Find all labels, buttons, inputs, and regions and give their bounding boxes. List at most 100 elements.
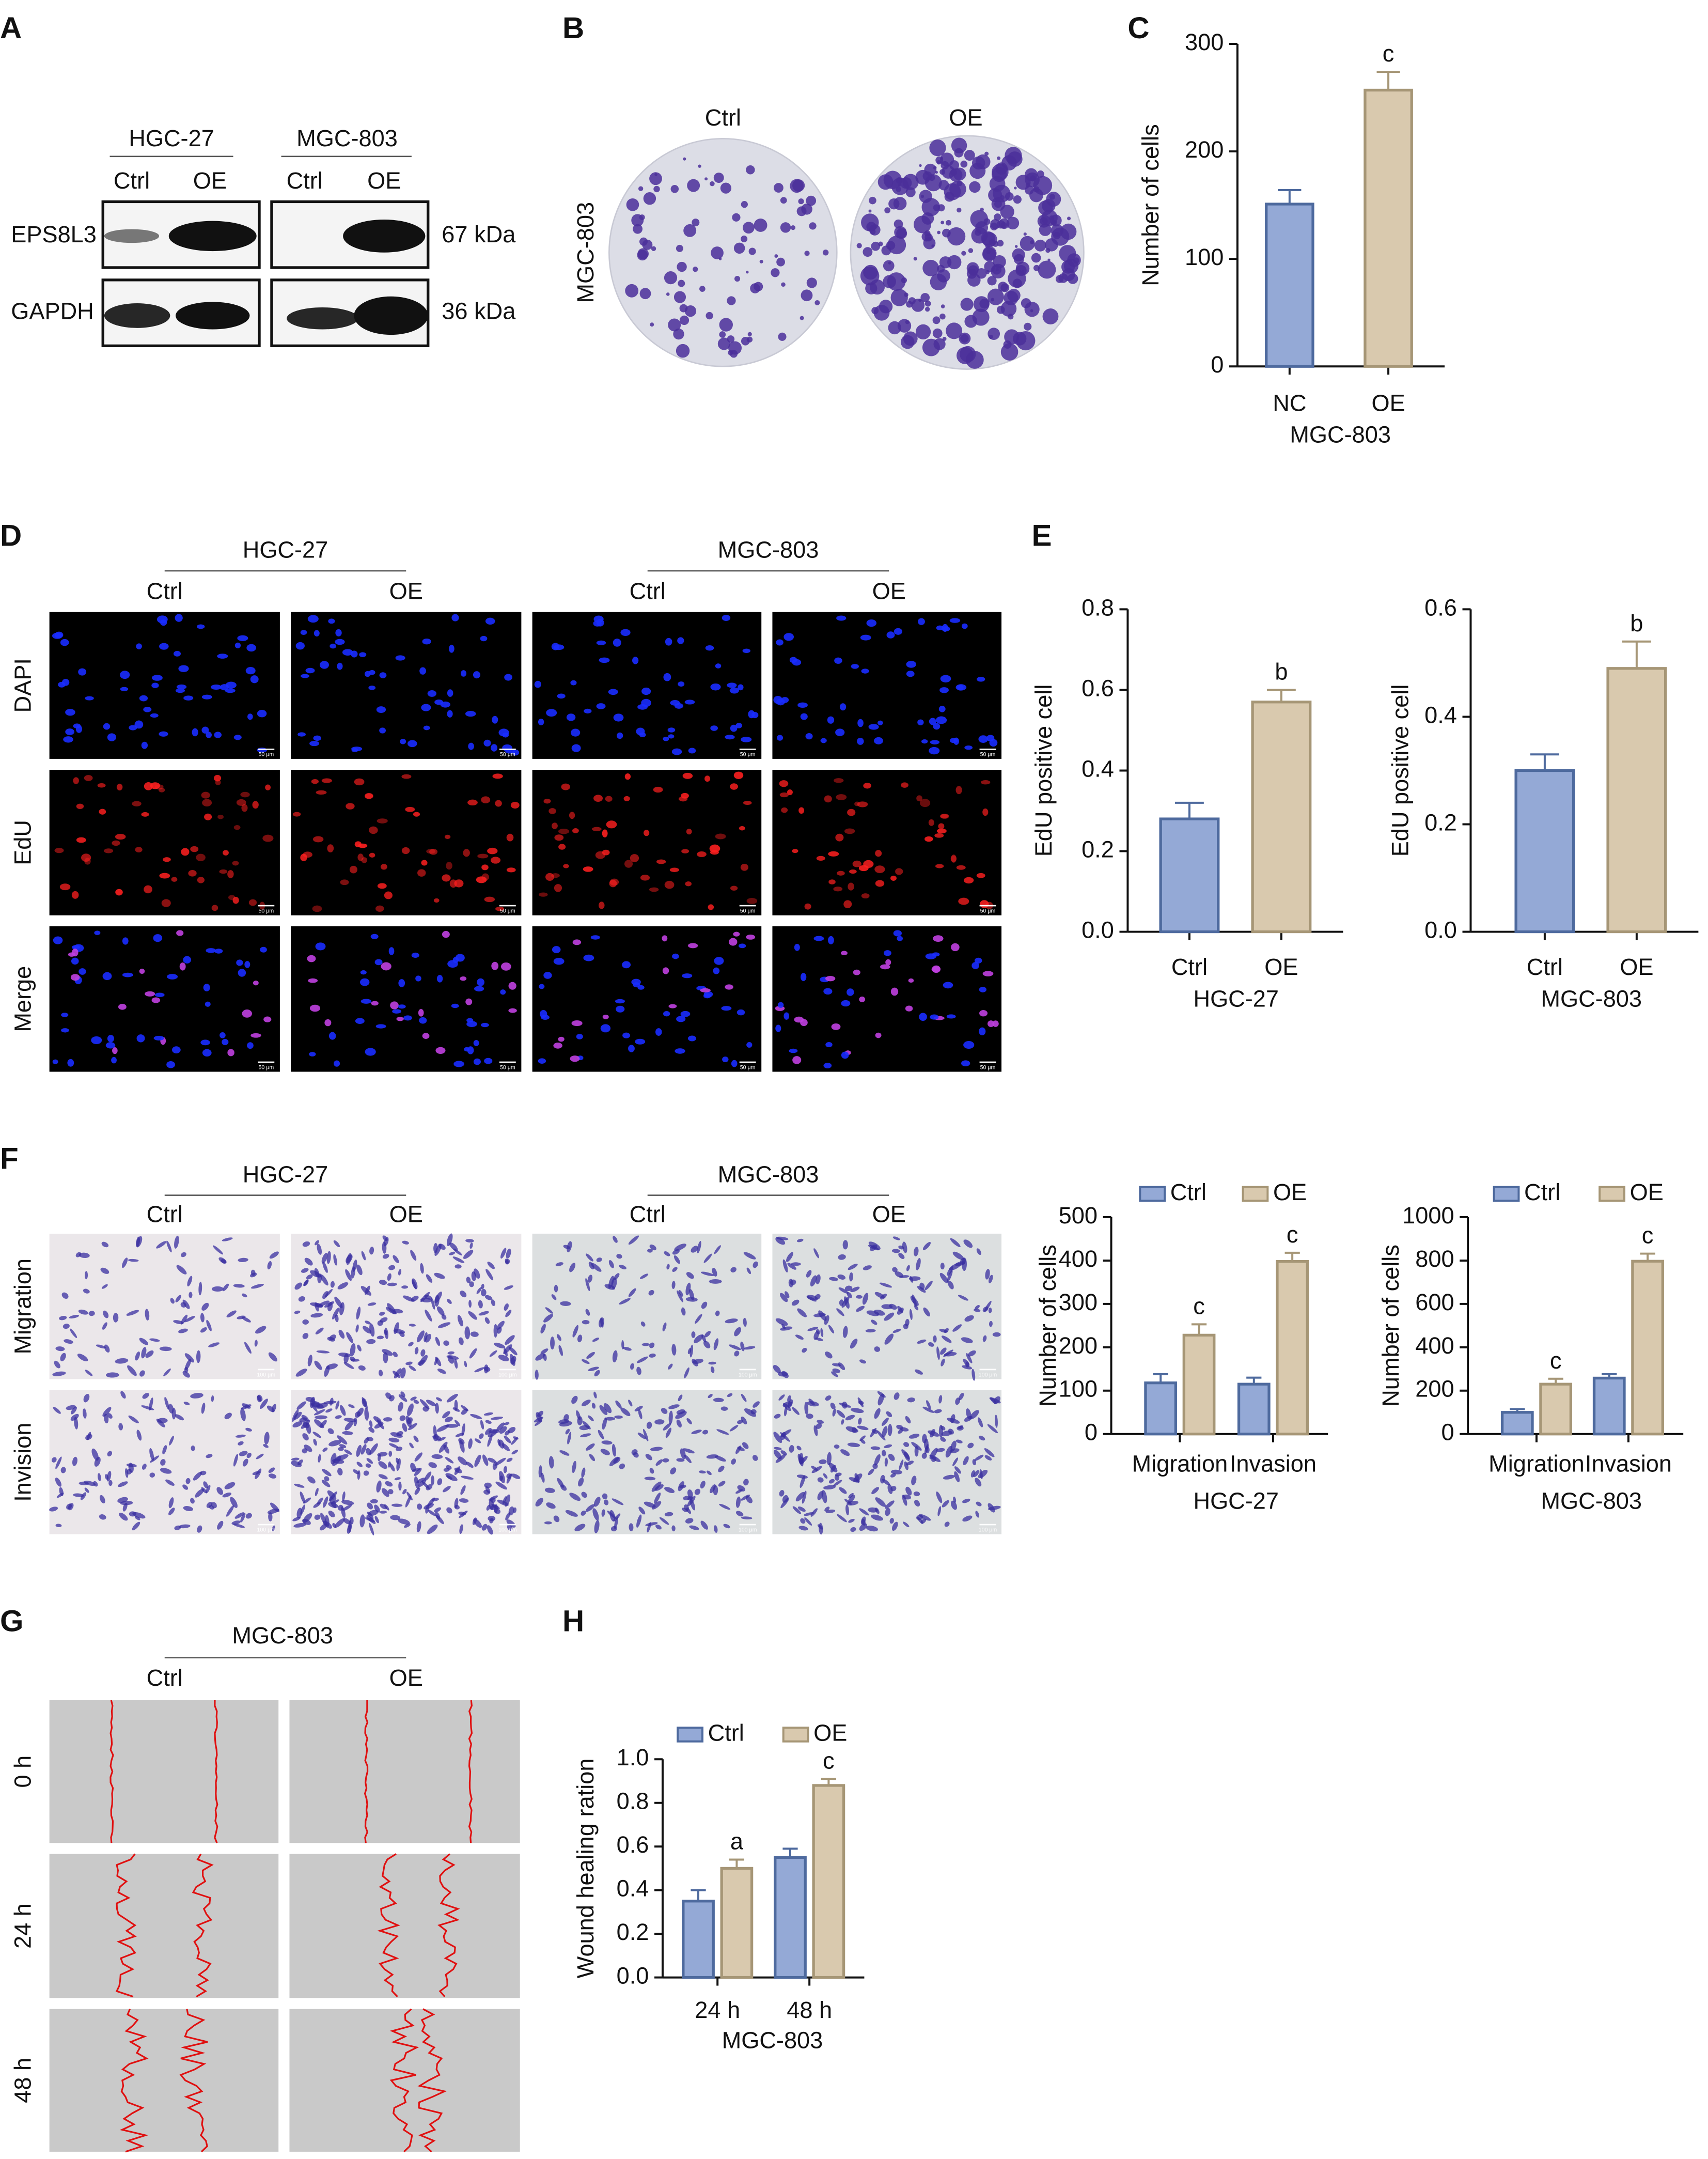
nucleus — [324, 1019, 332, 1027]
cell — [441, 1314, 447, 1320]
nucleus — [784, 633, 794, 641]
nucleus — [401, 774, 412, 779]
micrograph — [532, 1390, 762, 1534]
cell — [838, 1362, 845, 1370]
nucleus — [710, 684, 721, 691]
colony — [949, 180, 966, 198]
cell — [698, 1470, 706, 1474]
cell — [335, 1415, 342, 1419]
nucleus — [502, 744, 512, 752]
cell — [857, 1425, 869, 1431]
cell — [348, 1520, 352, 1533]
cell — [368, 1510, 379, 1516]
colony — [1033, 186, 1040, 193]
nucleus — [384, 891, 393, 899]
nucleus — [342, 649, 353, 656]
nucleus — [688, 748, 696, 754]
colony — [894, 226, 907, 239]
cell — [540, 1348, 549, 1355]
cell — [954, 1471, 960, 1483]
cell — [906, 1461, 914, 1466]
cell — [309, 1302, 323, 1308]
cell — [511, 1473, 521, 1479]
cell — [504, 1285, 513, 1290]
cell — [333, 1240, 340, 1247]
nucleus — [260, 946, 267, 953]
nucleus — [880, 964, 890, 970]
cell — [966, 1408, 971, 1420]
nucleus — [227, 870, 234, 878]
cell — [629, 1523, 634, 1531]
nucleus — [615, 999, 625, 1004]
cell — [743, 1252, 756, 1260]
cell — [149, 1338, 160, 1342]
colony — [930, 273, 947, 290]
nucleus — [982, 971, 994, 976]
nucleus — [371, 1001, 379, 1006]
cell — [691, 1331, 696, 1338]
cell — [786, 1252, 793, 1262]
cell — [434, 1292, 442, 1303]
cell — [744, 1346, 756, 1350]
nucleus — [379, 727, 386, 734]
nucleus — [201, 694, 212, 700]
cell — [113, 1313, 119, 1323]
nucleus — [314, 630, 320, 636]
nucleus — [746, 898, 758, 904]
cell — [598, 1430, 604, 1439]
cell — [376, 1480, 382, 1493]
cell — [436, 1306, 445, 1316]
cell — [83, 1408, 87, 1419]
lane-label: OE — [389, 578, 423, 604]
cell — [382, 1235, 388, 1241]
nucleus — [145, 991, 155, 997]
colony — [960, 298, 974, 311]
y-tick-label: 200 — [1059, 1332, 1098, 1359]
cell — [924, 1280, 933, 1291]
nucleus — [561, 783, 570, 790]
cell — [442, 1411, 450, 1419]
cell — [978, 1435, 985, 1441]
cell — [437, 1437, 446, 1441]
cell — [719, 1503, 731, 1510]
colony — [643, 192, 656, 205]
nucleus — [624, 773, 631, 780]
cell — [708, 1394, 713, 1399]
cell — [193, 1471, 202, 1481]
nucleus — [220, 1032, 226, 1038]
colony — [969, 181, 981, 193]
wound-edge — [468, 1700, 473, 1843]
nucleus — [369, 852, 375, 858]
colony — [746, 270, 749, 274]
cell — [839, 1487, 847, 1494]
cell — [322, 1447, 328, 1452]
cell — [484, 1295, 493, 1300]
cell — [412, 1278, 418, 1290]
cell — [252, 1471, 260, 1475]
cell — [602, 1493, 608, 1500]
colony — [1031, 253, 1041, 263]
nucleus — [844, 828, 855, 834]
error-bar — [1376, 71, 1400, 90]
nucleus — [663, 1011, 670, 1017]
nucleus — [866, 619, 877, 627]
cell — [774, 1447, 782, 1450]
nucleus — [449, 879, 457, 888]
colony — [900, 335, 915, 349]
colony — [678, 279, 685, 287]
cell — [142, 1464, 147, 1470]
nucleus — [875, 850, 882, 857]
nucleus — [956, 865, 966, 870]
cell — [785, 1291, 790, 1298]
cell — [862, 1293, 869, 1305]
nucleus — [946, 1014, 956, 1019]
cell — [813, 1425, 818, 1436]
cell — [434, 1507, 442, 1513]
cell — [414, 1487, 420, 1495]
cell — [621, 1340, 624, 1349]
cell — [333, 1254, 337, 1266]
colony — [951, 137, 967, 153]
lane-label: Ctrl — [114, 167, 150, 194]
nucleus — [663, 736, 669, 741]
